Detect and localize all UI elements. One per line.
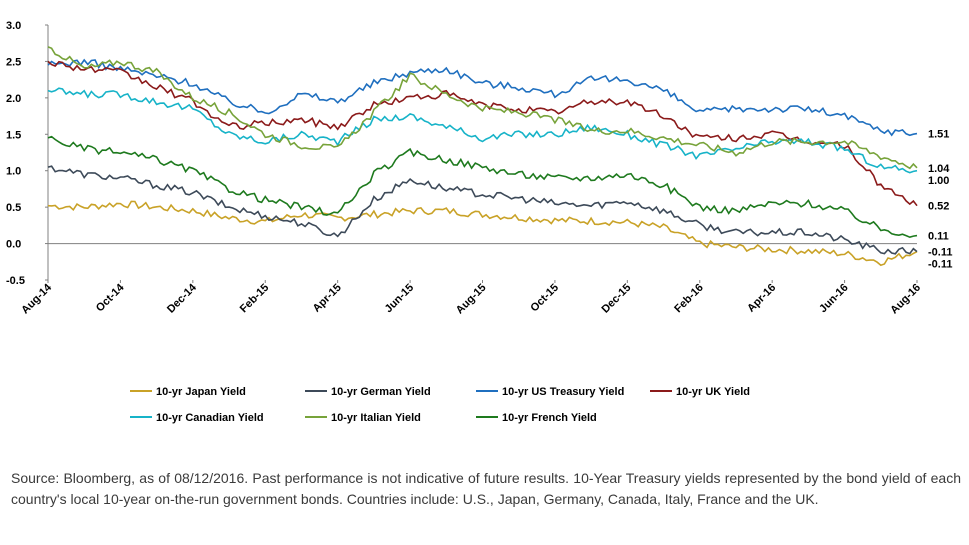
series-line [47,58,918,137]
end-value-label: 0.52 [928,201,949,213]
y-tick-label: -0.5 [6,275,25,287]
x-tick-label: Aug-16 [888,282,923,317]
legend-label: 10-yr Canadian Yield [156,412,264,424]
x-tick-label: Dec-15 [599,282,633,316]
end-value-label: 1.51 [928,129,949,141]
end-value-label: -0.11 [928,247,952,259]
series-line [47,165,918,255]
x-tick-label: Oct-15 [528,282,561,315]
legend-label: 10-yr UK Yield [676,386,750,398]
legend-label: 10-yr German Yield [331,386,431,398]
legend-label: 10-yr US Treasury Yield [502,386,624,398]
y-tick-label: 2.0 [6,93,21,105]
series-line [47,87,918,174]
x-tick-label: Feb-16 [672,282,706,316]
x-tick-label: Apr-15 [311,282,344,315]
y-tick-label: 2.5 [6,56,21,68]
x-tick-label: Aug-15 [454,282,489,317]
end-value-label: 1.00 [928,175,949,187]
x-tick-label: Jun-16 [817,282,851,316]
source-note: Source: Bloomberg, as of 08/12/2016. Pas… [11,470,961,507]
x-tick-label: Jun-15 [383,282,417,316]
y-tick-label: 0.0 [6,239,21,251]
y-tick-label: 1.0 [6,166,21,178]
series-line [47,200,918,267]
legend-label: 10-yr Italian Yield [331,412,421,424]
end-value-label: -0.11 [928,259,952,271]
x-tick-label: Feb-15 [238,282,272,316]
series-line [47,46,918,170]
x-tick-label: Dec-14 [165,281,200,316]
legend-label: 10-yr French Yield [502,412,597,424]
y-tick-label: 3.0 [6,20,21,32]
end-value-label: 0.11 [928,231,949,243]
y-tick-label: 1.5 [6,129,21,141]
y-tick-label: 0.5 [6,202,21,214]
legend-label: 10-yr Japan Yield [156,386,246,398]
yield-chart: 3.0 2.5 2.0 1.5 1.0 0.5 0.0 -0.5 1.51 1.04 1.00 0.5… [6,20,952,424]
x-tick-label: Apr-16 [745,282,778,315]
series-line [47,135,918,239]
x-tick-label: Oct-14 [94,281,127,314]
end-value-label: 1.04 [928,163,950,175]
yield-chart-svg: 3.0 2.5 2.0 1.5 1.0 0.5 0.0 -0.5 1.51 1.041.00 0.5… [6,20,952,424]
